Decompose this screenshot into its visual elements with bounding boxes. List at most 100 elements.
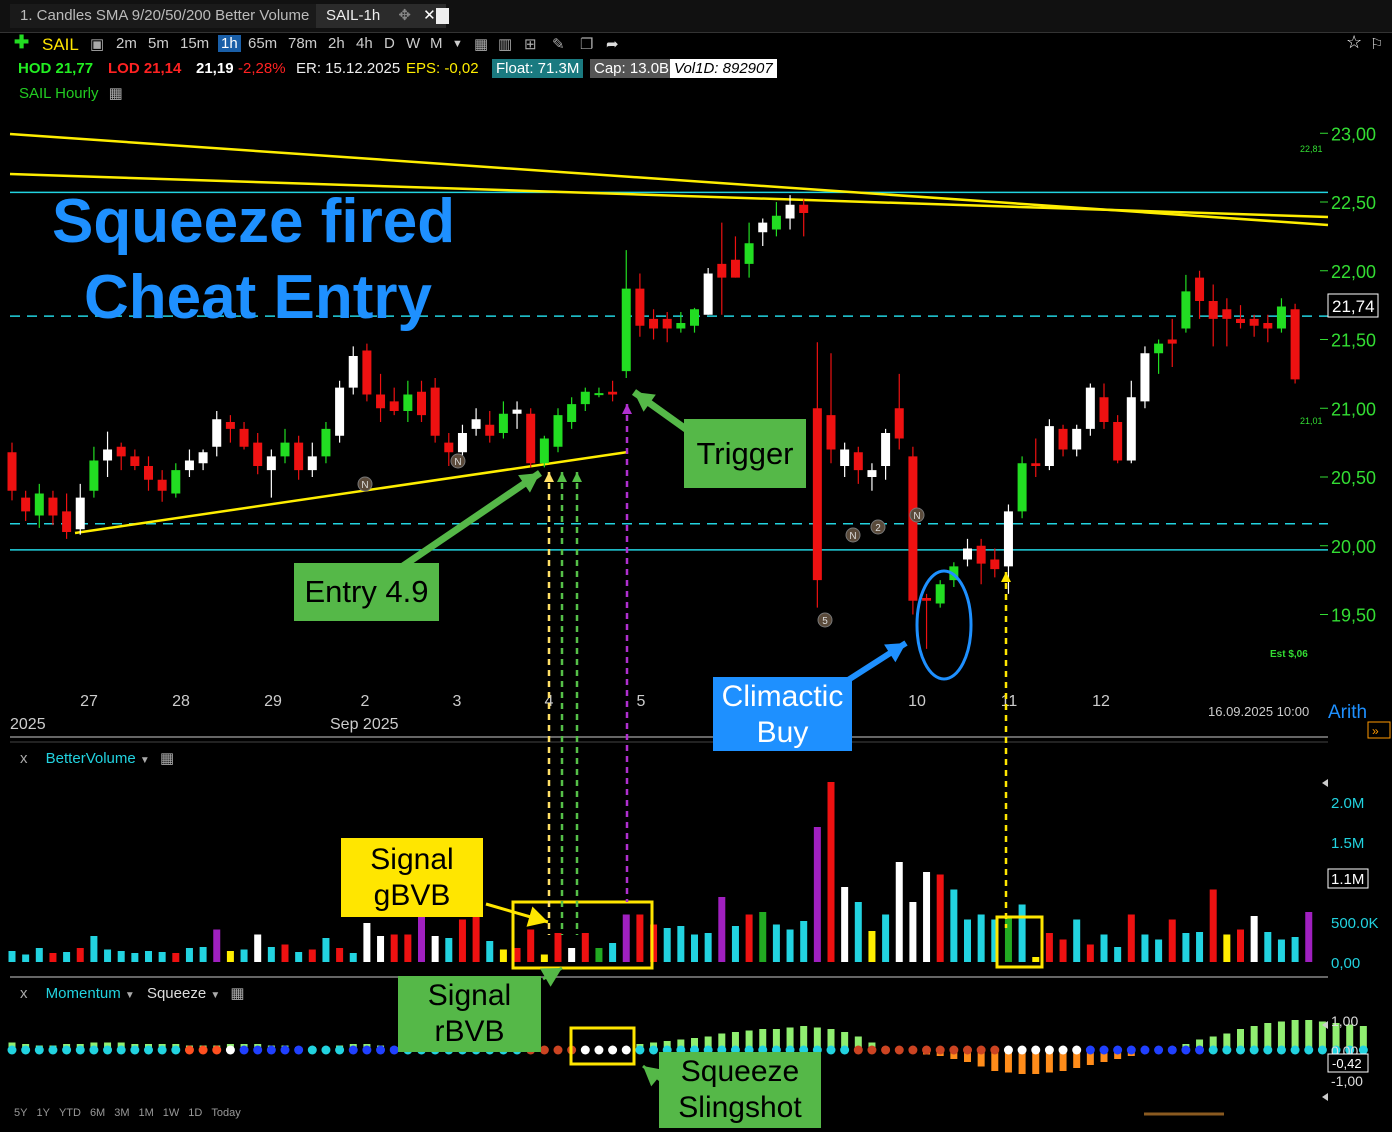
table-icon[interactable]: ▦ <box>108 85 123 102</box>
candle <box>649 309 659 340</box>
bars-icon[interactable]: ▥ <box>498 36 513 53</box>
close-pane-icon[interactable]: x <box>20 750 28 767</box>
candle <box>103 431 113 477</box>
squeeze-dot <box>1099 1045 1109 1055</box>
timeframe-5m[interactable]: 5m <box>148 35 169 52</box>
candle-body <box>1003 511 1013 567</box>
chevron-down-icon[interactable]: ▼ <box>210 990 221 1001</box>
move-icon[interactable]: ✥ <box>398 7 411 24</box>
chevron-down-icon[interactable]: ▼ <box>452 38 463 50</box>
squeeze-dot <box>1113 1045 1123 1055</box>
price-tick-label: 21,50 <box>1331 331 1376 351</box>
new-tab-icon[interactable] <box>436 8 449 24</box>
range-1d[interactable]: 1D <box>188 1107 203 1119</box>
close-icon[interactable]: ✕ <box>423 7 436 24</box>
momentum-bar <box>1346 1024 1354 1050</box>
volume-bar <box>1127 914 1135 962</box>
candle <box>1181 274 1191 333</box>
volume-pane-title[interactable]: BetterVolume <box>45 750 136 767</box>
timeframe-D[interactable]: D <box>384 35 395 52</box>
volume-bar <box>472 914 480 962</box>
chevron-down-icon[interactable]: ▼ <box>124 990 135 1001</box>
candle-body <box>130 456 140 466</box>
timeframe-2m[interactable]: 2m <box>116 35 137 52</box>
squeeze-dot <box>116 1045 126 1055</box>
volume-bar <box>977 914 985 962</box>
candle <box>730 236 740 278</box>
print-icon[interactable]: ▣ <box>90 36 105 53</box>
squeeze-dot <box>949 1045 959 1055</box>
chevron-down-icon[interactable]: ▼ <box>139 755 150 766</box>
star-icon[interactable]: ☆ <box>1346 32 1363 52</box>
range-1m[interactable]: 1M <box>138 1107 154 1119</box>
range-3m[interactable]: 3M <box>114 1107 130 1119</box>
range-ytd[interactable]: YTD <box>58 1107 81 1119</box>
candle-body <box>744 243 754 264</box>
timeframe-78m[interactable]: 78m <box>288 35 318 52</box>
candle <box>294 435 304 480</box>
template-icon[interactable]: ❐ <box>580 36 594 53</box>
volume-bar <box>1032 957 1040 962</box>
slingshot-label: Squeeze Slingshot <box>659 1052 821 1128</box>
candle <box>307 442 317 477</box>
range-1w[interactable]: 1W <box>162 1107 180 1119</box>
squeeze-dot <box>321 1045 331 1055</box>
x-month-label: Sep 2025 <box>330 716 399 733</box>
volume-bar <box>581 933 589 962</box>
range-6m[interactable]: 6M <box>89 1107 106 1119</box>
volume-bar <box>486 941 494 962</box>
momentum-pane-title[interactable]: Momentum <box>45 985 121 1002</box>
draw-icon[interactable]: ✎ <box>552 36 565 53</box>
squeeze-dot <box>608 1045 618 1055</box>
chart-type-icon[interactable]: ▦ <box>474 36 489 53</box>
candle-body <box>225 422 235 429</box>
candle-body <box>1195 277 1205 301</box>
momentum-bar <box>759 1029 767 1050</box>
candle <box>253 433 263 475</box>
candle <box>963 538 972 567</box>
momentum-bar <box>704 1036 712 1050</box>
squeeze-dot <box>212 1045 222 1055</box>
volume-bar <box>499 949 507 962</box>
grid-add-icon[interactable]: ⊞ <box>524 36 537 53</box>
x-tick-label: 10 <box>908 693 926 710</box>
timeframe-15m[interactable]: 15m <box>180 35 210 52</box>
climactic-label: Climactic Buy <box>713 677 852 751</box>
share-icon[interactable]: ➦ <box>606 36 619 53</box>
add-symbol-icon[interactable]: ✚ <box>14 32 30 52</box>
timeframe-2h[interactable]: 2h <box>328 35 345 52</box>
timeframe-M[interactable]: M <box>430 35 443 52</box>
squeeze-dot <box>294 1045 304 1055</box>
squeeze-dot <box>362 1045 372 1055</box>
candle-body <box>1085 387 1095 429</box>
candle-body <box>894 408 904 439</box>
volume-bar <box>1045 933 1053 962</box>
candle <box>1167 318 1177 367</box>
candle <box>34 483 44 528</box>
range-1y[interactable]: 1Y <box>36 1107 50 1119</box>
table-icon[interactable]: ▦ <box>159 750 175 767</box>
candle <box>89 446 99 498</box>
tab-sail-1h[interactable]: SAIL-1h ✥ ✕ <box>316 4 446 28</box>
timeframe-65m[interactable]: 65m <box>248 35 278 52</box>
candle <box>1154 339 1164 374</box>
volume-bar <box>131 953 139 962</box>
candle-body <box>1031 463 1041 466</box>
timeframe-W[interactable]: W <box>406 35 421 52</box>
change-value: -2,28% <box>238 60 286 77</box>
candle-body <box>963 548 972 560</box>
range-today[interactable]: Today <box>211 1107 241 1119</box>
flag-icon[interactable]: ⚐ <box>1370 36 1384 53</box>
squeeze-pane-title[interactable]: Squeeze <box>146 985 207 1002</box>
range-5y[interactable]: 5Y <box>14 1107 28 1119</box>
tab-candles[interactable]: 1. Candles SMA 9/20/50/200 Better Volume <box>10 4 320 28</box>
table-icon[interactable]: ▦ <box>230 985 245 1002</box>
price-tick-label: 20,50 <box>1331 468 1376 488</box>
symbol-label[interactable]: SAIL <box>42 35 79 54</box>
candle <box>62 493 72 539</box>
gbvb-arrow-head <box>526 906 548 927</box>
timeframe-1h[interactable]: 1h <box>218 35 241 52</box>
close-pane-icon[interactable]: x <box>20 985 28 1002</box>
timeframe-4h[interactable]: 4h <box>356 35 373 52</box>
